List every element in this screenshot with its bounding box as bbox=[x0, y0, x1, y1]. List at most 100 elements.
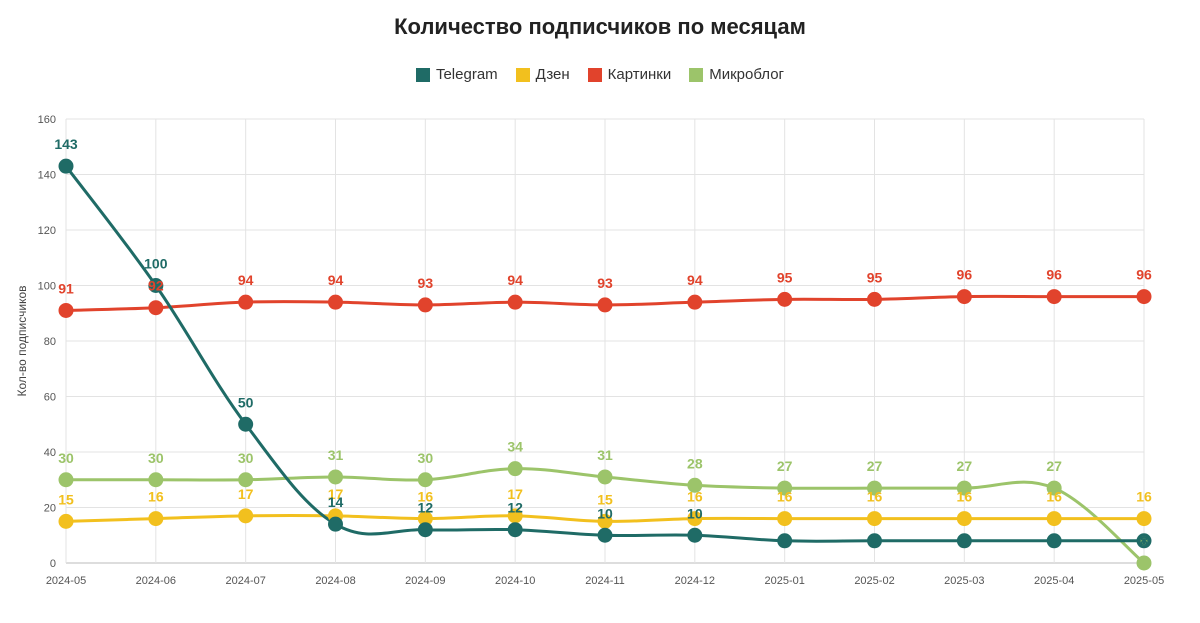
data-label: 92 bbox=[148, 278, 164, 294]
data-label: 8 bbox=[1050, 533, 1058, 549]
legend-swatch bbox=[587, 67, 602, 82]
data-label: 94 bbox=[687, 272, 703, 288]
data-label: 95 bbox=[867, 269, 883, 285]
x-tick-label: 2025-04 bbox=[1034, 575, 1074, 587]
data-label: 94 bbox=[238, 272, 254, 288]
legend-item-dzen[interactable]: Дзен bbox=[515, 66, 570, 83]
legend-swatch bbox=[689, 67, 704, 82]
legend-label: Микроблог bbox=[709, 66, 785, 83]
data-label: 91 bbox=[58, 280, 74, 296]
legend-swatch bbox=[515, 67, 530, 82]
data-point bbox=[777, 480, 793, 496]
y-tick-label: 80 bbox=[44, 336, 56, 348]
legend-swatch bbox=[415, 67, 430, 82]
data-label: 96 bbox=[1136, 267, 1152, 283]
data-label: 8 bbox=[960, 533, 968, 549]
data-label: 16 bbox=[148, 489, 164, 505]
data-label: 27 bbox=[957, 458, 973, 474]
data-point bbox=[417, 522, 433, 538]
data-label: 95 bbox=[777, 269, 793, 285]
data-label: 50 bbox=[238, 394, 254, 410]
data-point bbox=[956, 511, 972, 527]
data-point bbox=[417, 472, 433, 488]
data-point bbox=[867, 291, 882, 307]
data-label: 15 bbox=[58, 491, 74, 507]
y-tick-label: 120 bbox=[38, 225, 56, 237]
x-tick-label: 2024-08 bbox=[315, 575, 355, 587]
x-tick-label: 2024-07 bbox=[225, 575, 265, 587]
data-label: 15 bbox=[597, 491, 613, 507]
data-point bbox=[58, 158, 74, 174]
chart-title: Количество подписчиков по месяцам bbox=[394, 14, 806, 39]
x-tick-label: 2024-05 bbox=[46, 575, 86, 587]
data-label: 16 bbox=[777, 489, 793, 505]
data-label: 94 bbox=[507, 272, 523, 288]
data-label: 27 bbox=[777, 458, 793, 474]
data-point bbox=[597, 469, 613, 485]
y-tick-label: 140 bbox=[38, 170, 56, 182]
y-tick-label: 20 bbox=[44, 503, 56, 515]
data-label: 143 bbox=[54, 136, 78, 152]
legend: Telegram Дзен Картинки Микроблог bbox=[0, 66, 1200, 83]
y-tick-label: 100 bbox=[38, 281, 56, 293]
data-point bbox=[867, 480, 882, 496]
y-tick-label: 40 bbox=[44, 447, 56, 459]
data-label: 16 bbox=[1136, 489, 1152, 505]
data-point bbox=[238, 508, 254, 524]
data-label: 31 bbox=[597, 447, 613, 463]
data-point bbox=[956, 289, 972, 305]
data-label: 93 bbox=[597, 275, 613, 291]
data-point bbox=[328, 516, 343, 532]
data-label: 17 bbox=[328, 486, 344, 502]
legend-label: Telegram bbox=[435, 66, 498, 83]
data-label: 27 bbox=[867, 458, 883, 474]
data-label: 28 bbox=[687, 455, 703, 471]
data-label: 30 bbox=[58, 450, 74, 466]
data-point bbox=[956, 480, 972, 496]
data-label: 12 bbox=[418, 500, 434, 516]
data-point bbox=[1136, 289, 1152, 305]
data-point bbox=[1136, 555, 1152, 571]
data-point bbox=[777, 533, 793, 549]
legend-item-mikroblog[interactable]: Микроблог bbox=[689, 66, 784, 83]
data-point bbox=[238, 294, 254, 310]
data-label: 16 bbox=[867, 489, 883, 505]
x-tick-label: 2024-09 bbox=[405, 575, 445, 587]
data-label: 94 bbox=[328, 272, 344, 288]
data-label: 8 bbox=[1140, 533, 1148, 549]
data-point bbox=[58, 302, 74, 318]
data-point bbox=[58, 472, 74, 488]
data-point bbox=[1136, 533, 1152, 549]
data-point bbox=[687, 294, 703, 310]
x-tick-label: 2025-03 bbox=[944, 575, 984, 587]
data-point bbox=[597, 297, 613, 313]
data-point bbox=[148, 511, 164, 527]
data-label: 96 bbox=[1046, 267, 1062, 283]
data-point bbox=[777, 291, 793, 307]
data-label: 16 bbox=[687, 489, 703, 505]
data-label: 0 bbox=[1140, 533, 1148, 549]
data-point bbox=[1046, 511, 1062, 527]
legend-item-telegram[interactable]: Telegram bbox=[415, 66, 498, 83]
data-point bbox=[867, 511, 882, 527]
data-point bbox=[1136, 511, 1152, 527]
data-point bbox=[597, 527, 613, 543]
legend-item-kartinki[interactable]: Картинки bbox=[587, 66, 671, 83]
data-label: 10 bbox=[597, 505, 613, 521]
data-point bbox=[1046, 480, 1062, 496]
data-point bbox=[507, 522, 523, 538]
data-label: 30 bbox=[238, 450, 254, 466]
data-label: 12 bbox=[507, 500, 523, 516]
data-label: 100 bbox=[144, 256, 168, 272]
data-label: 30 bbox=[418, 450, 434, 466]
data-label: 8 bbox=[781, 533, 789, 549]
data-label: 34 bbox=[507, 439, 523, 455]
data-point bbox=[148, 472, 164, 488]
data-point bbox=[867, 533, 882, 549]
data-point bbox=[1046, 289, 1062, 305]
data-label: 17 bbox=[507, 486, 523, 502]
data-label: 27 bbox=[1046, 458, 1062, 474]
x-tick-label: 2024-10 bbox=[495, 575, 535, 587]
